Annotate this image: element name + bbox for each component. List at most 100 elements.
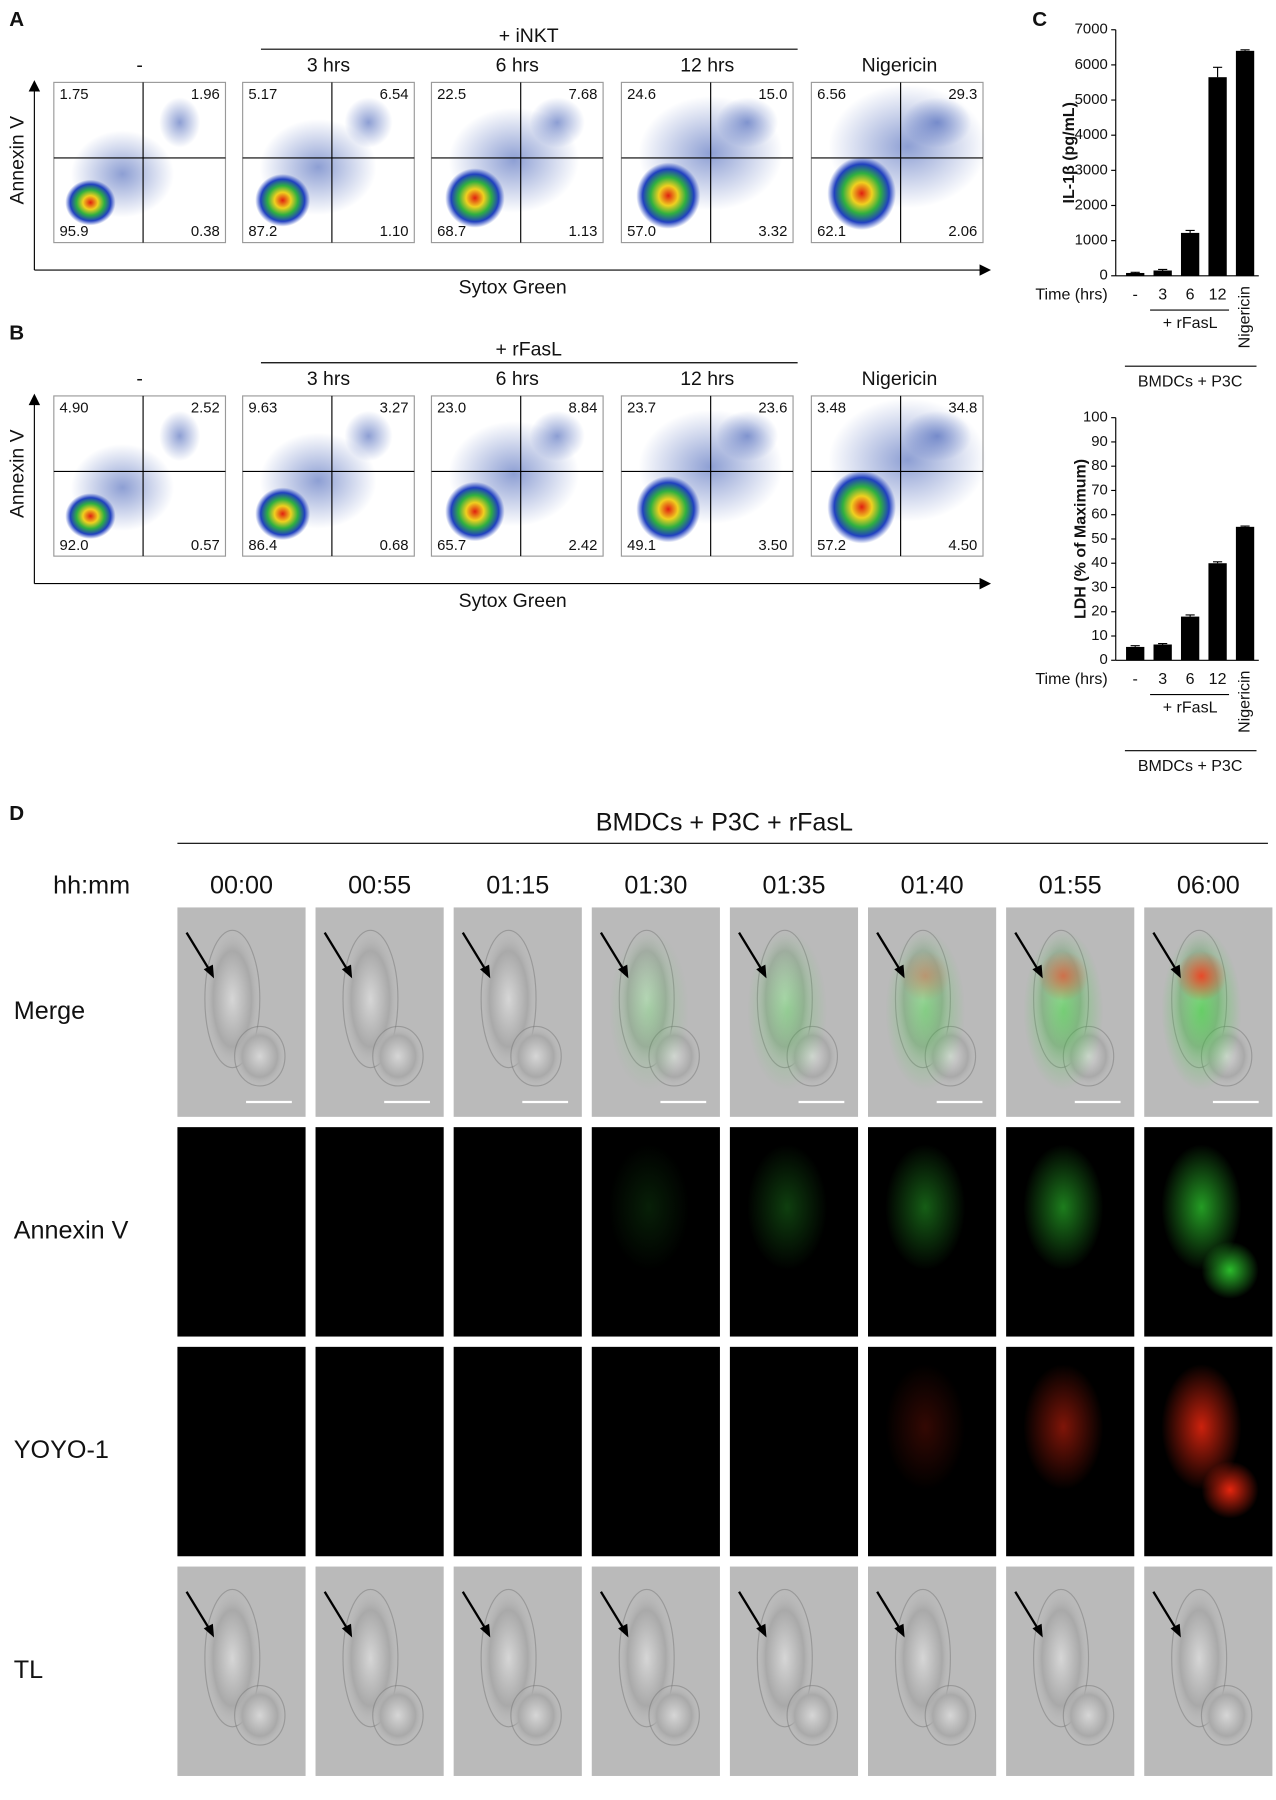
bar <box>1153 644 1172 661</box>
y-axis-label: IL-1β (pg/mL) <box>1060 102 1078 203</box>
arrow-head <box>203 1623 215 1638</box>
quadrant-value: 1.96 <box>191 87 220 103</box>
quadrant-value: 6.54 <box>380 87 409 103</box>
scatter-cloud <box>716 97 779 148</box>
x-tick-label: Nigericin <box>1235 671 1253 733</box>
quadrant-value: 1.75 <box>60 87 89 103</box>
bar <box>1235 50 1255 276</box>
quadrant-value: 15.0 <box>758 87 787 103</box>
plot-title: - <box>136 55 142 77</box>
quadrant-value: 34.8 <box>948 400 977 416</box>
group-label: + rFasL <box>1163 314 1218 332</box>
arrow-head <box>479 1623 491 1638</box>
y-tick-label: 50 <box>1091 531 1108 547</box>
arrow-head <box>756 1623 767 1638</box>
y-tick-label: 0 <box>1099 652 1107 668</box>
arrow <box>185 932 213 975</box>
scatter-cloud <box>902 97 972 148</box>
quadrant-value: 22.5 <box>437 87 466 103</box>
cell <box>234 1025 286 1087</box>
x-axis-label: Time (hrs) <box>1035 285 1107 303</box>
y-tick-label: 7000 <box>1075 22 1108 38</box>
quadrant-value: 49.1 <box>627 538 656 554</box>
y-tick-label: 2000 <box>1075 197 1108 213</box>
time-point: 01:15 <box>486 871 549 899</box>
annexin-signal <box>747 1144 828 1271</box>
arrow-head <box>1170 1623 1181 1638</box>
quadrant-value: 2.52 <box>191 400 220 416</box>
scatter-cloud <box>716 410 779 462</box>
arrow <box>738 932 766 975</box>
x-tick-label: Nigericin <box>1235 286 1253 348</box>
bar <box>1126 272 1145 276</box>
y-tick-label: 3000 <box>1075 162 1108 178</box>
error-bar <box>1158 268 1168 271</box>
arrow <box>323 1591 351 1634</box>
cell <box>1200 1684 1253 1746</box>
arrow-head <box>479 964 491 979</box>
arrow-head <box>618 964 629 979</box>
quadrant-value: 3.27 <box>380 400 409 416</box>
quadrant-value: 9.63 <box>248 400 277 416</box>
row-label: Annexin V <box>14 1217 129 1245</box>
cell <box>372 1025 424 1087</box>
plot-title: 6 hrs <box>496 55 539 77</box>
y-tick-label: 40 <box>1091 555 1108 571</box>
x-tick-label: 12 <box>1209 670 1227 688</box>
micrograph <box>729 1346 859 1557</box>
plot-title: Nigericin <box>862 368 938 390</box>
time-point: 00:55 <box>348 871 411 899</box>
plot-title: - <box>136 368 142 390</box>
scatter-cloud <box>344 410 393 462</box>
arrow <box>1152 932 1180 975</box>
quadrant-value: 8.84 <box>568 400 597 416</box>
density-blob <box>636 162 701 229</box>
cell <box>1062 1684 1115 1746</box>
arrow-head <box>1170 964 1181 979</box>
yoyo-signal <box>1023 1364 1104 1490</box>
cell <box>786 1684 839 1746</box>
quadrant-value: 1.10 <box>380 224 409 240</box>
quadrant-value: 23.7 <box>627 400 656 416</box>
error-bar <box>1185 614 1195 617</box>
density-blob <box>255 487 311 541</box>
group-label: + rFasL <box>1163 699 1218 717</box>
red-stain <box>1176 950 1227 1002</box>
plot-title: 12 hrs <box>680 55 734 77</box>
quadrant-value: 4.50 <box>948 538 977 554</box>
time-point: 01:55 <box>1039 871 1102 899</box>
quadrant-value: 86.4 <box>248 538 277 554</box>
cell <box>648 1684 700 1746</box>
arrow-head <box>341 964 353 979</box>
annexin-signal <box>608 1144 690 1271</box>
quadrant-value: 65.7 <box>437 538 466 554</box>
arrow-head <box>341 1623 353 1638</box>
y-axis-label: Annexin V <box>6 116 28 205</box>
micrograph <box>177 1127 306 1337</box>
error-bar <box>1158 642 1168 645</box>
arrow-head <box>1032 1623 1043 1638</box>
arrow-head <box>28 393 41 406</box>
y-tick-label: 60 <box>1091 507 1108 523</box>
x-tick-label: 6 <box>1186 670 1195 688</box>
quadrant-value: 3.48 <box>817 400 846 416</box>
arrow <box>323 932 351 975</box>
x-axis-label: Sytox Green <box>459 590 567 612</box>
error-bar <box>1130 645 1140 647</box>
time-label: hh:mm <box>53 871 130 899</box>
yoyo-signal <box>885 1364 966 1490</box>
bar <box>1126 646 1145 661</box>
plot-title: 12 hrs <box>680 368 734 390</box>
x-tick-label: 12 <box>1209 285 1227 303</box>
error-bar <box>1213 561 1223 564</box>
quadrant-value: 0.57 <box>191 538 220 554</box>
cell <box>510 1684 562 1746</box>
bar <box>1208 77 1227 276</box>
annexin-signal <box>1023 1144 1104 1271</box>
quadrant-value: 3.50 <box>758 538 787 554</box>
arrow <box>1014 932 1042 975</box>
density-blob <box>445 481 505 542</box>
micrograph <box>453 1346 582 1557</box>
y-tick-label: 90 <box>1091 434 1108 450</box>
plot-title: Nigericin <box>862 55 938 77</box>
